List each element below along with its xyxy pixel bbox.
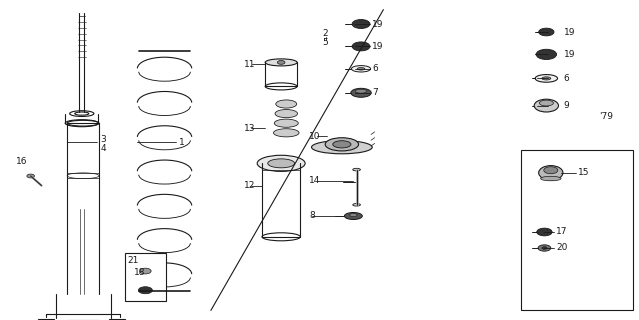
Ellipse shape [265, 59, 297, 66]
Circle shape [139, 268, 151, 274]
Text: 6: 6 [564, 74, 569, 83]
Ellipse shape [353, 204, 360, 206]
Ellipse shape [333, 141, 351, 148]
Ellipse shape [325, 138, 358, 151]
Circle shape [139, 287, 152, 294]
Circle shape [539, 28, 554, 36]
Ellipse shape [535, 75, 557, 82]
Ellipse shape [350, 214, 357, 217]
Ellipse shape [534, 99, 558, 112]
Text: 13: 13 [243, 124, 255, 132]
Text: 12: 12 [243, 181, 255, 190]
Text: 20: 20 [556, 244, 567, 252]
Circle shape [277, 60, 285, 64]
Ellipse shape [542, 77, 551, 80]
Text: 15: 15 [578, 168, 589, 177]
Text: 9: 9 [564, 101, 569, 110]
Circle shape [538, 245, 551, 251]
Text: 19: 19 [372, 42, 383, 51]
Text: 16: 16 [16, 157, 27, 166]
Bar [521, 150, 633, 310]
Ellipse shape [273, 129, 299, 137]
Text: 6: 6 [372, 64, 378, 73]
Ellipse shape [276, 100, 296, 108]
Text: 3: 3 [100, 135, 106, 144]
Text: 7: 7 [372, 88, 378, 97]
Text: 17: 17 [556, 228, 567, 236]
Circle shape [352, 42, 370, 51]
Text: 1: 1 [179, 138, 185, 147]
Text: 5: 5 [322, 38, 328, 47]
Circle shape [536, 49, 557, 60]
Ellipse shape [257, 155, 305, 172]
Ellipse shape [312, 140, 372, 154]
Text: 14: 14 [309, 176, 321, 185]
Ellipse shape [351, 88, 371, 97]
Text: 11: 11 [243, 60, 255, 68]
Bar [109, 319, 125, 320]
Text: 4: 4 [100, 144, 106, 153]
Text: 2: 2 [322, 29, 328, 38]
Circle shape [27, 174, 35, 178]
Ellipse shape [275, 109, 298, 118]
Text: 19: 19 [564, 28, 575, 36]
Ellipse shape [357, 68, 365, 70]
Circle shape [352, 20, 370, 28]
Ellipse shape [274, 119, 298, 127]
Ellipse shape [344, 212, 362, 220]
Bar [125, 253, 166, 301]
Text: 8: 8 [309, 212, 315, 220]
Ellipse shape [268, 159, 295, 168]
Ellipse shape [539, 100, 553, 106]
Ellipse shape [541, 176, 561, 181]
Text: 19: 19 [372, 20, 383, 28]
Text: 18: 18 [134, 268, 146, 277]
Ellipse shape [353, 168, 360, 171]
Text: 21: 21 [128, 256, 139, 265]
Circle shape [537, 228, 552, 236]
Text: 10: 10 [309, 132, 321, 140]
Text: 19: 19 [564, 50, 575, 59]
Bar [38, 319, 54, 320]
Ellipse shape [544, 167, 558, 174]
Ellipse shape [539, 166, 563, 180]
Ellipse shape [351, 66, 371, 72]
Text: '79: '79 [599, 112, 613, 121]
Circle shape [542, 247, 547, 249]
Ellipse shape [355, 89, 367, 93]
